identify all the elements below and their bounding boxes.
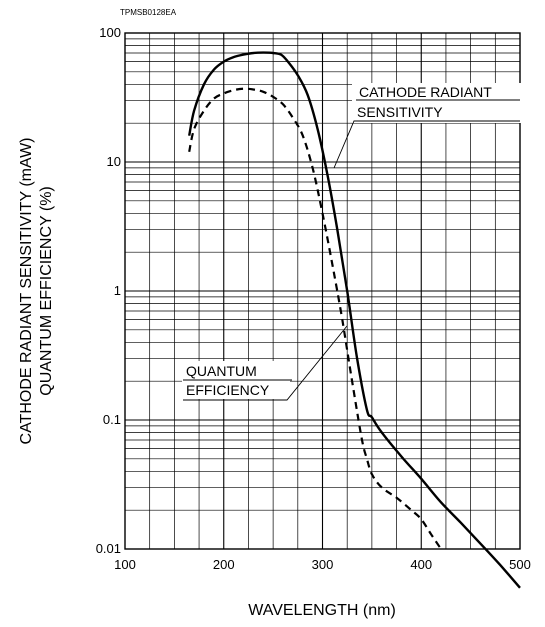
annotation-leader-quantum-2 <box>183 325 348 401</box>
series-layer <box>188 51 521 589</box>
y-axis-title-line2: QUANTUM EFFICIENCY (%) <box>38 186 55 395</box>
annotation-quantum-line1: QUANTUM <box>186 363 257 379</box>
y-tick-labels: 0.01 0.1 1 10 100 <box>96 25 121 556</box>
plot-grid <box>125 33 520 550</box>
annotation-cathode-line2: SENSITIVITY <box>357 104 443 120</box>
series-line-quantum-efficiency <box>188 87 442 550</box>
annotation-leader-cathode-2 <box>333 120 520 169</box>
plot-frame <box>124 32 521 550</box>
x-tick-label: 200 <box>213 557 235 572</box>
y-tick-label: 10 <box>107 154 121 169</box>
figure-code: TPMSB0128EA <box>120 8 177 17</box>
series-line-cathode-radiant-sensitivity <box>188 51 521 589</box>
y-axis-title-line1: CATHODE RADIANT SENSITIVITY (mAW) <box>18 138 35 445</box>
x-tick-labels: 100 200 300 400 500 <box>114 557 531 572</box>
x-tick-label: 300 <box>312 557 334 572</box>
y-tick-label: 100 <box>99 25 121 40</box>
x-tick-label: 400 <box>410 557 432 572</box>
annotation-box-cathode <box>352 83 526 123</box>
y-tick-label: 0.01 <box>96 541 121 556</box>
x-tick-label: 500 <box>509 557 531 572</box>
y-tick-label: 0.1 <box>103 412 121 427</box>
annotations: CATHODE RADIANT SENSITIVITY QUANTUM EFFI… <box>182 83 526 401</box>
annotation-cathode-line1: CATHODE RADIANT <box>359 84 492 100</box>
x-tick-label: 100 <box>114 557 136 572</box>
annotation-quantum-line2: EFFICIENCY <box>186 382 270 398</box>
x-axis-title: WAVELENGTH (nm) <box>248 602 396 619</box>
y-tick-label: 1 <box>114 283 121 298</box>
